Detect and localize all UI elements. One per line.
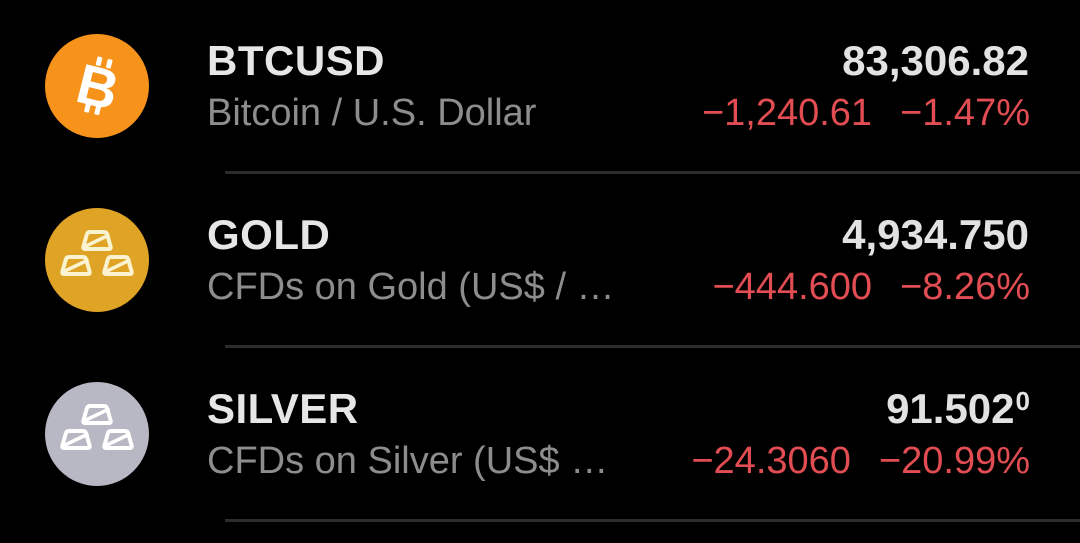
row-divider xyxy=(225,171,1080,174)
row-main: GOLD 4,934.750 CFDs on Gold (US$ / … −44… xyxy=(207,211,1080,309)
change-group: −1,240.61 −1.47% xyxy=(702,92,1030,135)
change-label: −24.3060 xyxy=(691,439,851,482)
watchlist-row-silver[interactable]: SILVER 91.5020 CFDs on Silver (US$ … −24… xyxy=(0,348,1080,519)
silver-bars-icon xyxy=(45,381,149,486)
instrument-icon-column: B xyxy=(0,33,207,138)
bitcoin-icon: B xyxy=(45,33,149,138)
change-label: −444.600 xyxy=(712,265,873,308)
symbol-label: SILVER xyxy=(207,384,359,432)
gold-bars-icon xyxy=(45,207,149,312)
row-top-line: GOLD 4,934.750 xyxy=(207,211,1030,259)
row-main: SILVER 91.5020 CFDs on Silver (US$ … −24… xyxy=(207,385,1080,483)
description-label: Bitcoin / U.S. Dollar xyxy=(207,91,537,134)
row-bottom-line: Bitcoin / U.S. Dollar −1,240.61 −1.47% xyxy=(207,92,1030,135)
watchlist-row-btcusd[interactable]: B BTCUSD 83,306.82 Bitcoin / U.S. Dollar… xyxy=(0,0,1080,171)
row-main: BTCUSD 83,306.82 Bitcoin / U.S. Dollar −… xyxy=(207,37,1080,135)
row-top-line: SILVER 91.5020 xyxy=(207,385,1030,433)
symbol-label: GOLD xyxy=(207,210,331,258)
description-label: CFDs on Gold (US$ / … xyxy=(207,265,615,308)
price-superscript: 0 xyxy=(1015,385,1030,416)
row-bottom-line: CFDs on Silver (US$ … −24.3060 −20.99% xyxy=(207,440,1030,483)
change-percent-label: −8.26% xyxy=(900,265,1030,308)
price-label: 4,934.750 xyxy=(842,210,1029,258)
change-group: −444.600 −8.26% xyxy=(712,266,1030,309)
instrument-icon-column xyxy=(0,381,207,486)
change-label: −1,240.61 xyxy=(701,91,873,134)
price-label: 83,306.82 xyxy=(842,36,1029,84)
row-bottom-line: CFDs on Gold (US$ / … −444.600 −8.26% xyxy=(207,266,1030,309)
watchlist-row-gold[interactable]: GOLD 4,934.750 CFDs on Gold (US$ / … −44… xyxy=(0,174,1080,345)
row-top-line: BTCUSD 83,306.82 xyxy=(207,37,1030,85)
row-divider xyxy=(225,519,1080,522)
change-percent-label: −1.47% xyxy=(900,91,1030,134)
price-label: 91.5020 xyxy=(886,384,1030,432)
row-divider xyxy=(225,345,1080,348)
change-percent-label: −20.99% xyxy=(878,439,1030,482)
symbol-label: BTCUSD xyxy=(207,36,385,84)
instrument-icon-column xyxy=(0,207,207,312)
description-label: CFDs on Silver (US$ … xyxy=(207,439,609,482)
change-group: −24.3060 −20.99% xyxy=(691,440,1030,483)
